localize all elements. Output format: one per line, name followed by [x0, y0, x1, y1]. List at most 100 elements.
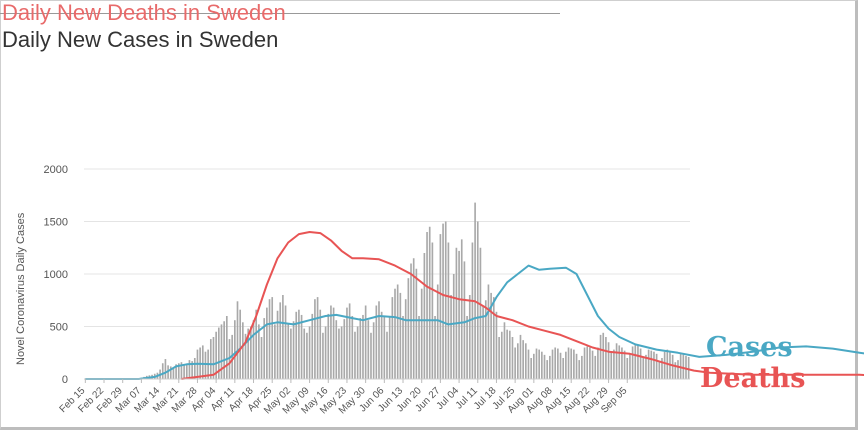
cases-bar [658, 361, 661, 379]
cases-bar [412, 258, 415, 379]
y-tick-label: 1000 [44, 269, 68, 281]
cases-bar [308, 326, 311, 379]
cases-bar [244, 333, 247, 379]
cases-bar [223, 321, 225, 379]
cases-bar [431, 242, 434, 379]
cases-bar [239, 309, 241, 379]
cases-bar [634, 344, 637, 379]
cases-bar [466, 316, 468, 379]
cases-bar [423, 253, 426, 379]
cases-bar [687, 356, 690, 379]
cases-bar [290, 328, 292, 379]
cases-bar [476, 221, 479, 379]
cases-bar [338, 328, 340, 379]
cases-bar [161, 363, 164, 379]
cases-bar [391, 297, 394, 379]
cases-bar [180, 362, 183, 379]
cases-bar [191, 361, 193, 379]
cases-bar [356, 326, 359, 379]
cases-bar [565, 351, 567, 379]
cases-bar [250, 326, 252, 379]
cases-bar [444, 221, 447, 379]
cases-bar [201, 345, 204, 379]
cases-bar [263, 318, 266, 379]
cases-bar [319, 309, 322, 379]
cases-bar [274, 324, 276, 379]
cases-bar [674, 362, 677, 379]
cases-bar [578, 360, 581, 379]
cases-bar [236, 301, 239, 379]
cases-bar [410, 263, 412, 379]
cases-bar [383, 316, 386, 379]
legend-deaths: Deaths [700, 363, 806, 394]
cases-bar [647, 349, 650, 379]
cases-bar [279, 302, 282, 379]
cases-bar [589, 347, 591, 379]
cases-chart-title: Daily New Cases in Sweden [2, 27, 279, 52]
cases-bar [287, 324, 290, 379]
cases-bar [295, 311, 298, 379]
cases-bar [169, 366, 172, 379]
cases-bar [415, 268, 418, 379]
legend: Cases Deaths [700, 332, 805, 394]
cases-bar [394, 288, 396, 379]
cases-bar [399, 292, 402, 379]
cases-bar [447, 242, 450, 379]
cases-bar [362, 314, 364, 379]
cases-bar [204, 351, 207, 379]
cases-bar [327, 313, 330, 379]
cases-bar [586, 346, 589, 379]
cases-bar [613, 349, 615, 379]
cases-bar [370, 332, 372, 379]
cases-bar [679, 352, 682, 379]
cases-bar [629, 353, 631, 379]
cases-bar [535, 348, 538, 379]
cases-bar [252, 320, 255, 379]
cases-bar [322, 332, 324, 379]
cases-bar [650, 350, 653, 379]
cases-bar [215, 331, 217, 379]
cases-bar [234, 320, 236, 379]
cases-bar [468, 295, 471, 379]
cases-bar [332, 307, 335, 379]
cases-bar [434, 316, 436, 379]
cases-bar [661, 358, 663, 379]
cases-bar [602, 332, 605, 379]
cases-bar [597, 347, 599, 379]
cases-bar [439, 234, 442, 379]
cases-bar [271, 297, 274, 379]
cases-bar [639, 348, 642, 379]
cases-bar [452, 274, 455, 379]
cases-bar [375, 305, 378, 379]
cases-bar [626, 358, 629, 379]
cases-bar [220, 324, 223, 379]
cases-bar [516, 343, 519, 379]
cases-bar [242, 322, 244, 379]
cases-bar [436, 284, 439, 379]
cases-bar [554, 347, 557, 379]
cases-bar [335, 320, 338, 379]
cases-bar [557, 348, 559, 379]
cases-bar [479, 247, 482, 379]
cases-bar [594, 355, 597, 379]
cases-bar [484, 300, 487, 379]
cases-bar [217, 327, 220, 379]
cases-bar [573, 349, 575, 379]
cases-bar [487, 284, 490, 379]
cases-bar [546, 360, 549, 379]
cases-bar [354, 331, 356, 379]
cases-bar [442, 223, 444, 379]
cases-bar [418, 316, 420, 379]
cases-bar [372, 322, 375, 379]
y-tick-label: 0 [62, 374, 68, 386]
cases-bar [298, 309, 300, 379]
cases-bar [364, 305, 367, 379]
cases-bar [292, 321, 295, 379]
legend-cases: Cases [706, 332, 793, 363]
cases-bar [524, 343, 527, 379]
cases-bar [631, 346, 634, 379]
trend-lines [85, 231, 864, 380]
cases-bar [268, 299, 271, 379]
